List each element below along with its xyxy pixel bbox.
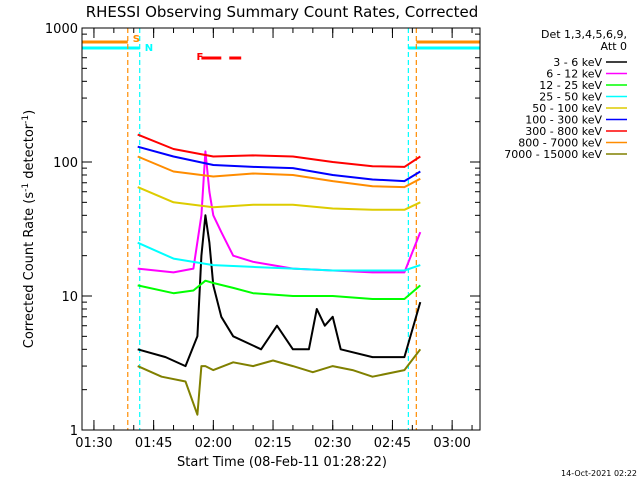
series-line-3-6-kev [137,214,422,368]
y-axis-label: Corrected Count Rate (s-1 detector-1) [21,110,37,348]
x-tick-label: 02:45 [374,436,411,451]
footer-date: 14-Oct-2021 02:22 [561,469,637,478]
x-tick-label: 02:00 [195,436,232,451]
y-tick-label: 10 [61,290,78,305]
x-tick-label: 02:30 [314,436,351,451]
legend-label: 800 - 7000 keV [518,137,602,150]
legend-header-line-2: Att 0 [601,40,627,53]
legend-label: 12 - 25 keV [539,79,602,92]
legend-label: 50 - 100 keV [532,102,602,115]
y-label-part-3: ) [22,110,37,115]
y-label-sup-1: -1 [21,183,31,192]
series-line-300-800-kev [137,133,421,168]
x-tick-label: 01:45 [135,436,172,451]
series-line-25-50-kev [137,241,421,272]
legend-label: 25 - 50 keV [539,91,602,104]
marker-letter-n: N [145,43,153,54]
y-label-part-2: detector [22,123,37,183]
chart-title: RHESSI Observing Summary Count Rates, Co… [86,3,479,21]
plot-frame [81,27,481,431]
plot-area: 1 10 100 1000 01:30 01:45 02:00 02:15 02:30 02:45… [45,22,480,451]
x-tick-label: 01:30 [75,436,112,451]
legend-header-line-1: Det 1,3,4,5,6,9, [541,28,627,41]
series-line-12-25-kev [137,279,421,300]
series-line-6-12-kev [137,150,422,274]
y-tick-label: 100 [53,156,78,171]
series-line-800-7000-kev [137,155,421,189]
legend-label: 100 - 300 keV [525,114,602,127]
marker-letter-s: S [133,34,140,45]
y-label-part-1: Corrected Count Rate (s [22,192,37,349]
x-axis-label: Start Time (08-Feb-11 01:28:22) [177,455,387,470]
legend-label: 300 - 800 keV [525,125,602,138]
series-line-50-100-kev [137,186,421,211]
x-tick-label: 02:15 [254,436,291,451]
series-line-100-300-kev [137,145,421,183]
y-tick-label: 1000 [45,22,78,37]
series-line-7000-15000-kev [137,348,422,416]
x-tick-label: 03:00 [433,436,470,451]
legend-label: 3 - 6 keV [553,56,602,69]
y-label-sup-2: -1 [21,115,31,124]
marker-letter-f: F [196,52,203,63]
legend-label: 7000 - 15000 keV [504,148,602,161]
y-tick-label: 1 [70,424,78,439]
legend-label: 6 - 12 keV [546,68,602,81]
